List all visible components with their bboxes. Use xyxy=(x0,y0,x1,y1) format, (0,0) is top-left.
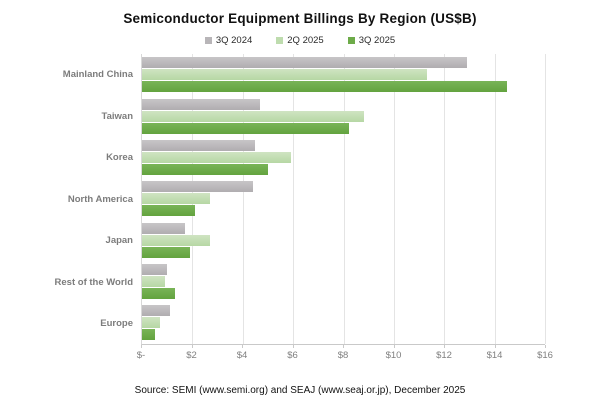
bar-3q-2024-mainland-china xyxy=(142,57,467,69)
bar-group-rest-of-the-world xyxy=(142,261,545,302)
legend-label: 3Q 2025 xyxy=(358,35,396,46)
bar-rows xyxy=(142,54,545,344)
bar-3q-2024-taiwan xyxy=(142,98,261,110)
legend-item-3q-2024: 3Q 2024 xyxy=(204,35,253,46)
x-tick xyxy=(545,344,546,348)
bar-3q-2025-north-america xyxy=(142,205,195,217)
y-label-north-america: North America xyxy=(67,193,133,205)
chart-body: Mainland China Taiwan Korea North America Ja… xyxy=(0,54,600,345)
x-tick-label: $- xyxy=(136,349,146,361)
source-note: Source: SEMI (www.semi.org) and SEAJ (ww… xyxy=(134,385,466,396)
x-tick xyxy=(494,344,496,348)
bar-3q-2024-europe xyxy=(142,305,170,317)
bar-group-europe xyxy=(142,302,545,343)
chart-title: Semiconductor Equipment Billings By Regi… xyxy=(123,11,477,26)
bar-3q-2025-rest-of-the-world xyxy=(142,287,175,299)
x-tick xyxy=(393,344,395,348)
x-tick-label: $8 xyxy=(337,349,349,361)
y-label-mainland-china: Mainland China xyxy=(62,69,133,81)
plot-area xyxy=(141,54,546,345)
x-tick xyxy=(141,344,142,348)
legend-swatch-icon xyxy=(276,37,284,44)
x-tick xyxy=(191,344,193,348)
y-label-rest-of-the-world: Rest of the World xyxy=(54,276,133,288)
gridline xyxy=(293,54,295,344)
y-label-europe: Europe xyxy=(100,318,133,330)
bar-2q-2025-japan xyxy=(142,234,210,246)
bar-group-mainland-china xyxy=(142,54,545,95)
x-tick xyxy=(444,344,445,348)
y-axis-labels: Mainland China Taiwan Korea North America Ja… xyxy=(0,54,141,345)
bar-3q-2025-mainland-china xyxy=(142,81,508,93)
x-tick xyxy=(343,344,344,348)
gridline xyxy=(343,54,345,344)
gridline xyxy=(393,54,395,344)
x-tick-label: $14 xyxy=(486,349,503,361)
chart-legend: 3Q 2024 2Q 2025 3Q 2025 xyxy=(0,35,600,46)
legend-swatch-icon xyxy=(204,37,212,44)
x-tick xyxy=(292,344,294,348)
x-axis: $- $2 $4 $6 $8 $10 $12 $14 $16 xyxy=(137,344,553,365)
bar-3q-2025-taiwan xyxy=(142,122,349,134)
x-tick-label: $4 xyxy=(236,349,248,361)
x-tick xyxy=(242,344,243,348)
x-tick-label: $16 xyxy=(537,349,553,361)
x-tick-label: $2 xyxy=(186,349,197,361)
bar-group-north-america xyxy=(142,178,545,219)
bar-3q-2024-korea xyxy=(142,139,256,151)
x-tick-label: $12 xyxy=(436,349,452,361)
bar-2q-2025-europe xyxy=(142,317,160,329)
legend-item-2q-2025: 2Q 2025 xyxy=(276,35,324,46)
bar-2q-2025-north-america xyxy=(142,193,210,205)
y-label-japan: Japan xyxy=(105,235,133,247)
gridline xyxy=(242,54,244,344)
y-label-taiwan: Taiwan xyxy=(101,110,134,122)
x-tick-label: $10 xyxy=(385,349,402,361)
bar-2q-2025-mainland-china xyxy=(142,69,427,81)
bar-3q-2024-rest-of-the-world xyxy=(142,263,168,275)
legend-label: 2Q 2025 xyxy=(287,35,324,46)
legend-label: 3Q 2024 xyxy=(215,35,253,46)
bar-group-taiwan xyxy=(142,95,545,136)
bar-2q-2025-korea xyxy=(142,151,291,163)
gridline xyxy=(444,54,446,344)
legend-swatch-icon xyxy=(347,37,355,44)
bar-2q-2025-taiwan xyxy=(142,110,364,122)
bar-3q-2025-japan xyxy=(142,246,190,258)
gridline xyxy=(545,54,546,344)
bar-3q-2024-north-america xyxy=(142,181,253,193)
bar-group-korea xyxy=(142,137,545,178)
gridline xyxy=(494,54,496,344)
bar-2q-2025-rest-of-the-world xyxy=(142,275,165,287)
bar-3q-2025-korea xyxy=(142,163,268,175)
y-label-korea: Korea xyxy=(106,152,133,164)
legend-item-3q-2025: 3Q 2025 xyxy=(347,35,396,46)
bar-3q-2025-europe xyxy=(142,329,155,341)
bar-group-japan xyxy=(142,219,545,260)
bar-3q-2024-japan xyxy=(142,222,185,234)
x-tick-label: $6 xyxy=(287,349,298,361)
